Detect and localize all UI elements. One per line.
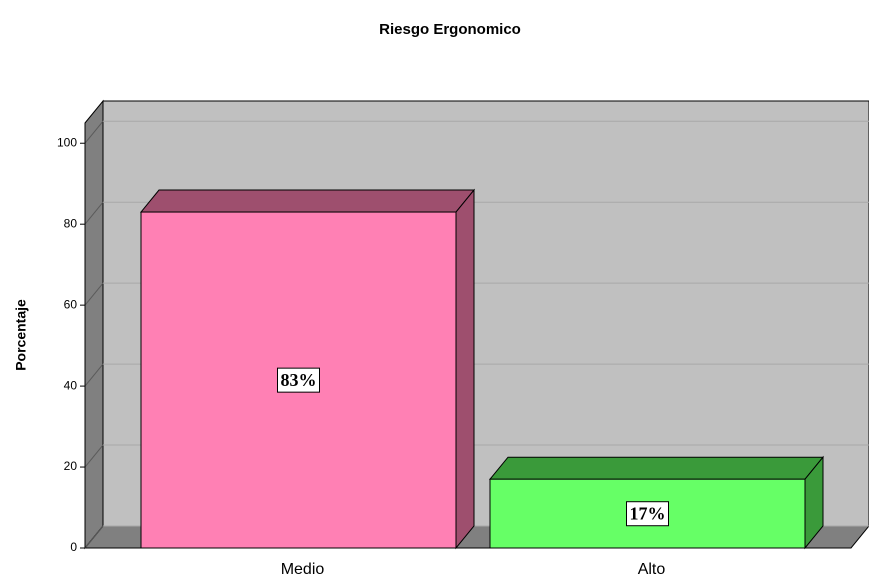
x-tick-label: Medio xyxy=(281,561,325,578)
left-wall xyxy=(84,99,104,550)
grid-line xyxy=(84,120,104,144)
value-label-box xyxy=(626,501,669,527)
y-tick-label: 20 xyxy=(64,459,78,473)
value-label-box xyxy=(277,367,320,393)
grid-line xyxy=(84,201,104,225)
y-tick-label: 80 xyxy=(64,216,78,230)
y-tick-label: 100 xyxy=(57,135,77,149)
y-tick-label: 60 xyxy=(64,297,78,311)
y-tick-label: 40 xyxy=(64,378,78,392)
value-label: 17% xyxy=(630,504,666,524)
y-tick-label: 0 xyxy=(70,540,77,554)
value-label: 83% xyxy=(281,370,317,390)
chart-title: Riesgo Ergonomico xyxy=(379,21,521,38)
x-tick-label: Alto xyxy=(638,561,666,578)
y-axis-label: Porcentaje xyxy=(13,299,29,371)
bar-top xyxy=(488,456,825,480)
grid-line xyxy=(84,525,104,549)
bar-side xyxy=(455,188,475,550)
bar-top xyxy=(139,189,476,213)
grid-line xyxy=(84,444,104,468)
grid-line xyxy=(84,282,104,306)
grid-line xyxy=(84,363,104,387)
